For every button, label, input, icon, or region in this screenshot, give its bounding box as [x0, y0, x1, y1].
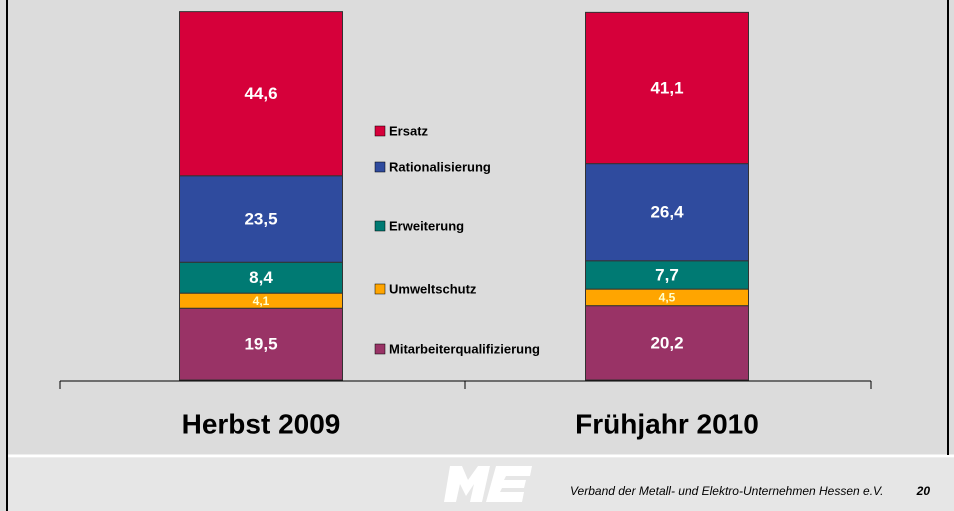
- bar-segment: [585, 163, 749, 262]
- legend-swatch: [374, 125, 386, 137]
- bar-segment: [179, 307, 343, 381]
- legend-swatch: [374, 220, 386, 232]
- logo: [444, 466, 532, 502]
- data-label: 41,1: [650, 78, 683, 97]
- legend-label: Umweltschutz: [389, 281, 477, 296]
- data-label: 26,4: [650, 203, 684, 222]
- bar-segment: [179, 11, 343, 177]
- data-label: 19,5: [244, 335, 277, 354]
- data-label: 7,7: [655, 265, 679, 284]
- footer-text: Verband der Metall- und Elektro-Unterneh…: [570, 484, 884, 498]
- bar-segment: [585, 11, 749, 165]
- legend-label: Rationalisierung: [389, 159, 491, 174]
- data-label: 4,5: [659, 291, 676, 305]
- data-label: 4,1: [253, 294, 270, 308]
- data-label: 23,5: [244, 209, 277, 228]
- page-number: 20: [916, 484, 931, 498]
- legend-label: Mitarbeiterqualifizierung: [389, 341, 540, 356]
- legend-swatch: [374, 283, 386, 295]
- x-tick-label: Frühjahr 2010: [575, 408, 759, 439]
- data-label: 44,6: [244, 84, 277, 103]
- bar-segment: [585, 305, 749, 381]
- legend-label: Ersatz: [389, 123, 429, 138]
- legend-swatch: [374, 161, 386, 173]
- x-tick-label: Herbst 2009: [182, 408, 341, 439]
- data-label: 20,2: [650, 333, 683, 352]
- legend-label: Erweiterung: [389, 218, 464, 233]
- data-label: 8,4: [249, 268, 273, 287]
- legend-swatch: [374, 343, 386, 355]
